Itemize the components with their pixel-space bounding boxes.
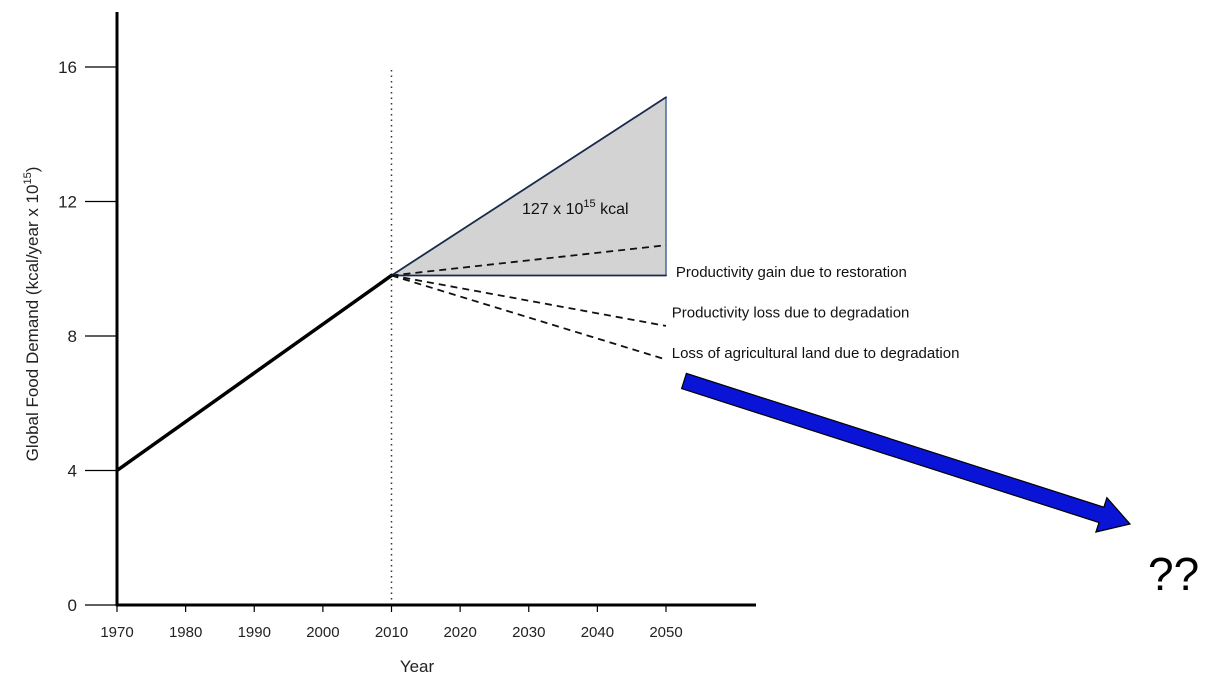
y-axis-label-close: ): [23, 167, 42, 173]
y-tick-label: 16: [58, 58, 77, 77]
shaded-area-label-exponent: 15: [583, 198, 595, 210]
series-line-4: [391, 274, 667, 327]
y-tick-label: 8: [68, 327, 77, 346]
x-tick-label: 1980: [169, 624, 202, 641]
y-tick-label: 0: [68, 596, 77, 615]
plot-area: 0 4 8 12 16 1970 1980 1990 2000 2010 2020 2030 2040 2…: [58, 12, 1132, 641]
shaded-area-label: 127 x 1015 kcal: [522, 198, 629, 218]
x-tick-label: 2030: [512, 624, 545, 641]
y-tick-label: 12: [58, 193, 77, 212]
x-tick-label: 1970: [100, 624, 133, 641]
y-axis-label-main: Global Food Demand (kcal/year x 10: [23, 185, 42, 462]
shaded-area-label-unit: kcal: [596, 201, 629, 218]
x-axis-label: Year: [400, 657, 435, 674]
blue-arrow: [680, 372, 1132, 533]
x-tick-label: 2040: [581, 624, 614, 641]
annotation-label: Productivity gain due to restoration: [676, 264, 907, 281]
series-line-3: [391, 244, 667, 277]
y-tick-label: 4: [68, 462, 77, 481]
question-mark-text: ??: [1148, 548, 1199, 600]
series-line-1: [390, 96, 667, 277]
x-tick-label: 2000: [306, 624, 339, 641]
series-line-5: [391, 274, 667, 361]
series-line-0: [115, 273, 394, 473]
annotation-label: Productivity loss due to degradation: [672, 304, 910, 321]
y-axis-label: Global Food Demand (kcal/year x 1015): [22, 167, 42, 462]
annotation-label: Loss of agricultural land due to degrada…: [672, 345, 960, 362]
y-axis-label-exponent: 15: [22, 172, 34, 184]
x-tick-label: 2010: [375, 624, 408, 641]
shaded-area-label-main: 127 x 10: [522, 201, 583, 218]
x-tick-label: 2050: [649, 624, 682, 641]
x-tick-label: 1990: [238, 624, 271, 641]
x-tick-label: 2020: [443, 624, 476, 641]
